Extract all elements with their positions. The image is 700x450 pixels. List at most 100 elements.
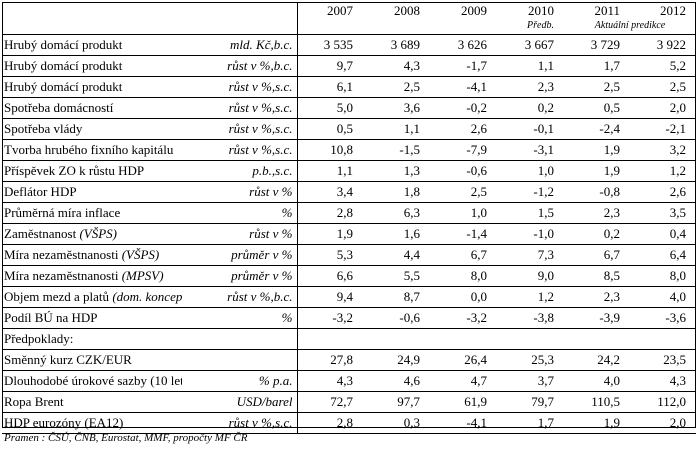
row-label: Hrubý domácí produkt: [2, 34, 182, 56]
year-2007: 2007: [327, 3, 353, 18]
value-cell-2008: 2,5: [363, 76, 430, 98]
row-unit: %: [182, 202, 298, 224]
value-cell-2010: -3,1: [497, 139, 564, 161]
table-row: Hrubý domácí produkt mld. Kč,b.c. 3 535 3 6…: [2, 34, 696, 56]
value-cell-2007: 3,4: [297, 181, 363, 203]
table-body: 2007 2008 2009 2010 2011 2012 Předb. Akt…: [2, 2, 696, 434]
value-cell-2011: 1,9: [564, 160, 630, 182]
value-cell-2012: 23,5: [630, 349, 696, 371]
value-cell-2011: 24,2: [564, 349, 630, 371]
value-cell-2008: [363, 328, 430, 350]
row-unit: růst v %,s.c.: [182, 412, 298, 434]
subheader-empty-2007: [297, 20, 363, 35]
row-label: Deflátor HDP: [2, 181, 182, 203]
row-unit: průměr v %: [182, 265, 298, 287]
row-label-text: Objem mezd a platů: [4, 289, 113, 304]
table-row: Předpoklady:: [2, 328, 696, 350]
value-cell-2012: 2,5: [630, 76, 696, 98]
subheader-preliminary: Předb.: [497, 20, 564, 35]
value-cell-2007: 1,1: [297, 160, 363, 182]
value-cell-2007: 9,4: [297, 286, 363, 308]
value-cell-2008: 1,8: [363, 181, 430, 203]
value-cell-2010: 2,3: [497, 76, 564, 98]
table-row: Tvorba hrubého fixního kapitálu růst v %,…: [2, 139, 696, 161]
value-cell-2008: 1,6: [363, 223, 430, 245]
value-cell-2011: 4,0: [564, 370, 630, 392]
row-unit: růst v %,b.c.: [182, 55, 298, 77]
value-cell-2012: 4,0: [630, 286, 696, 308]
row-unit: růst v %,s.c.: [182, 139, 298, 161]
row-label: Hrubý domácí produkt: [2, 55, 182, 77]
value-cell-2009: -7,9: [430, 139, 497, 161]
row-label-text: Míra nezaměstnanosti: [4, 268, 122, 283]
header-unit-cell: [182, 2, 298, 20]
value-cell-2009: 4,7: [430, 370, 497, 392]
table-row: Spotřeba domácností růst v %,s.c. 5,0 3,6 -0…: [2, 97, 696, 119]
value-cell-2009: 1,0: [430, 202, 497, 224]
value-cell-2009: 2,6: [430, 118, 497, 140]
value-cell-2010: 1,7: [497, 412, 564, 434]
subheader-row: Předb. Aktuální predikce: [2, 20, 696, 35]
value-cell-2008: 97,7: [363, 391, 430, 413]
row-label-italic: (VŠPS): [121, 247, 160, 262]
row-label: HDP eurozóny (EA12): [2, 412, 182, 434]
value-cell-2010: 1,2: [497, 286, 564, 308]
value-cell-2011: 2,5: [564, 76, 630, 98]
value-cell-2007: 10,8: [297, 139, 363, 161]
row-label-text: Deflátor HDP: [4, 184, 77, 199]
row-label: Předpoklady:: [2, 328, 182, 350]
year-2010: 2010: [528, 3, 554, 18]
value-cell-2010: -1,2: [497, 181, 564, 203]
table-row: Míra nezaměstnanosti (MPSV) průměr v % 6,6…: [2, 265, 696, 287]
table-row: Hrubý domácí produkt růst v %,b.c. 9,7 4,3-…: [2, 55, 696, 77]
value-cell-2007: 72,7: [297, 391, 363, 413]
value-cell-2007: 9,7: [297, 55, 363, 77]
row-label-text: Spotřeba domácností: [4, 100, 114, 115]
value-cell-2009: 3 626: [430, 34, 497, 56]
row-label: Míra nezaměstnanosti (VŠPS): [2, 244, 182, 266]
row-label: Zaměstnanost (VŠPS): [2, 223, 182, 245]
value-cell-2009: 61,9: [430, 391, 497, 413]
value-cell-2010: 7,3: [497, 244, 564, 266]
value-cell-2009: 2,5: [430, 181, 497, 203]
value-cell-2009: -1,7: [430, 55, 497, 77]
value-cell-2008: 4,4: [363, 244, 430, 266]
table-row: HDP eurozóny (EA12) růst v %,s.c. 2,8 0,3 -4…: [2, 412, 696, 434]
row-label-text: Příspěvek ZO k růstu HDP: [4, 163, 145, 178]
value-cell-2012: 3,2: [630, 139, 696, 161]
value-cell-2008: 1,3: [363, 160, 430, 182]
table-row: Deflátor HDP růst v % 3,4 1,8 2,5 -1,2 -0,8 2,6: [2, 181, 696, 203]
value-cell-2007: 2,8: [297, 202, 363, 224]
table-row: Míra nezaměstnanosti (VŠPS) průměr v % 5,3…: [2, 244, 696, 266]
value-cell-2009: 0,0: [430, 286, 497, 308]
value-cell-2012: 5,2: [630, 55, 696, 77]
row-label: Dlouhodobé úrokové sazby (10 let): [2, 370, 182, 392]
value-cell-2010: 1,0: [497, 160, 564, 182]
row-unit: % p.a.: [182, 370, 298, 392]
header-row: 2007 2008 2009 2010 2011 2012: [2, 2, 696, 20]
row-label: Podíl BÚ na HDP: [2, 307, 182, 329]
table-row: Dlouhodobé úrokové sazby (10 let)% p.a. 4…: [2, 370, 696, 392]
row-unit: %: [182, 307, 298, 329]
value-cell-2012: 4,3: [630, 370, 696, 392]
value-cell-2008: -0,6: [363, 307, 430, 329]
value-cell-2010: 1,5: [497, 202, 564, 224]
row-unit: p.b.,s.c.: [182, 160, 298, 182]
value-cell-2008: 6,3: [363, 202, 430, 224]
value-cell-2007: [297, 328, 363, 350]
row-label-text: Podíl BÚ na HDP: [4, 310, 98, 325]
row-unit: růst v %: [182, 223, 298, 245]
row-label: Průměrná míra inflace: [2, 202, 182, 224]
value-cell-2012: 2,6: [630, 181, 696, 203]
row-unit: růst v %,s.c.: [182, 97, 298, 119]
value-cell-2008: -1,5: [363, 139, 430, 161]
value-cell-2012: -2,1: [630, 118, 696, 140]
row-label-text: Hrubý domácí produkt: [4, 58, 123, 73]
value-cell-2009: -4,1: [430, 412, 497, 434]
forecast-table-container: 2007 2008 2009 2010 2011 2012 Předb. Akt…: [2, 2, 696, 434]
value-cell-2011: 1,9: [564, 139, 630, 161]
value-cell-2011: 0,2: [564, 223, 630, 245]
value-cell-2010: -3,8: [497, 307, 564, 329]
value-cell-2007: 6,6: [297, 265, 363, 287]
row-label-text: Směnný kurz CZK/EUR: [4, 352, 132, 367]
